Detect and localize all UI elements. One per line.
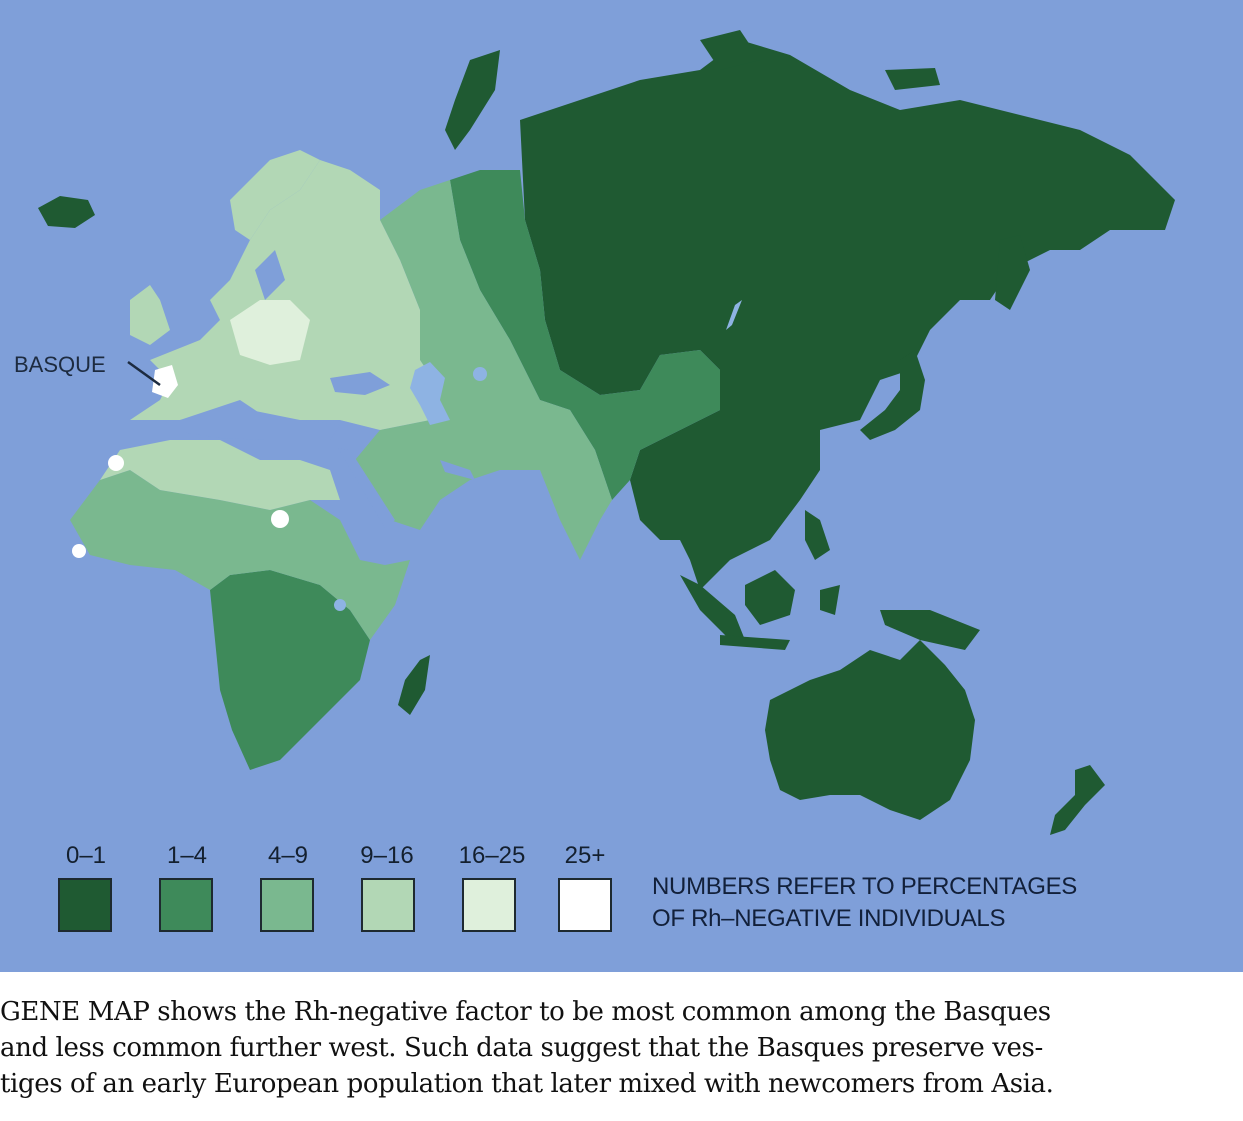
region-iceland <box>38 196 95 228</box>
region-severnaya <box>700 30 760 70</box>
region-madagascar <box>398 655 430 715</box>
legend-label-9-16: 9–16 <box>360 842 414 869</box>
legend-note-line-1: NUMBERS REFER TO PERCENTAGES <box>652 873 1078 900</box>
basque-pointer-line <box>127 360 161 387</box>
caspian-sea <box>410 362 450 425</box>
region-25-plus-spot-1 <box>108 455 124 471</box>
region-borneo <box>745 570 795 625</box>
legend-label-0-1: 0–1 <box>65 842 107 869</box>
legend-swatch-0-1 <box>58 878 112 932</box>
caption-line-3: tiges of an early European population th… <box>0 1069 1054 1099</box>
gene-map: BASQUE 0–1 1–4 4–9 9–16 16–25 25+ NUMBER… <box>0 0 1243 972</box>
region-new-zealand <box>1050 765 1105 835</box>
region-band-16-25-central-europe <box>230 300 310 365</box>
legend-label-1-4: 1–4 <box>166 842 208 869</box>
persian-gulf <box>440 460 475 480</box>
region-new-siberian <box>885 68 940 90</box>
region-sumatra <box>680 575 745 640</box>
legend-swatch-16-25 <box>462 878 516 932</box>
legend-swatch-4-9 <box>260 878 314 932</box>
map-canvas <box>0 0 1243 972</box>
region-kamchatka <box>995 235 1030 310</box>
region-japan <box>860 350 925 440</box>
baltic-sea <box>255 250 285 300</box>
region-java <box>720 635 790 650</box>
lake-baikal <box>726 300 742 330</box>
legend-label-16-25: 16–25 <box>458 842 526 869</box>
region-novaya-zemlya <box>445 50 500 150</box>
region-philippines <box>805 510 830 560</box>
caption-line-1: GENE MAP shows the Rh-negative factor to… <box>0 997 1051 1027</box>
figure-caption: GENE MAP shows the Rh-negative factor to… <box>0 994 1243 1102</box>
region-new-guinea <box>880 610 980 650</box>
region-band-9-16-scandinavia <box>230 150 320 240</box>
legend-label-4-9: 4–9 <box>267 842 309 869</box>
legend-swatch-1-4 <box>159 878 213 932</box>
legend-note-line-2: OF Rh–NEGATIVE INDIVIDUALS <box>652 905 1006 932</box>
region-band-16-25-britain <box>130 285 170 345</box>
red-sea <box>338 448 395 528</box>
legend-swatch-9-16 <box>361 878 415 932</box>
legend-label-25-plus: 25+ <box>564 842 606 869</box>
region-25-plus-spot-3 <box>72 544 86 558</box>
region-band-9-16-north-africa <box>100 440 340 510</box>
mediterranean <box>180 408 340 440</box>
aral-sea <box>473 367 487 381</box>
region-band-1-4-central <box>450 170 720 500</box>
region-band-4-9-africa <box>70 470 410 640</box>
region-band-9-16-europe <box>130 160 440 430</box>
region-basque-25-plus <box>152 365 178 398</box>
black-sea <box>330 372 390 395</box>
legend-swatch-25-plus <box>558 878 612 932</box>
region-sulawesi <box>820 585 840 615</box>
region-asia-0-1 <box>520 40 1175 590</box>
region-band-1-4-africa <box>210 570 370 770</box>
basque-callout: BASQUE <box>14 352 106 377</box>
caption-line-2: and less common further west. Such data … <box>0 1033 1043 1063</box>
lake-victoria <box>334 599 346 611</box>
region-25-plus-spot-2 <box>271 510 289 528</box>
region-australia <box>765 640 975 820</box>
